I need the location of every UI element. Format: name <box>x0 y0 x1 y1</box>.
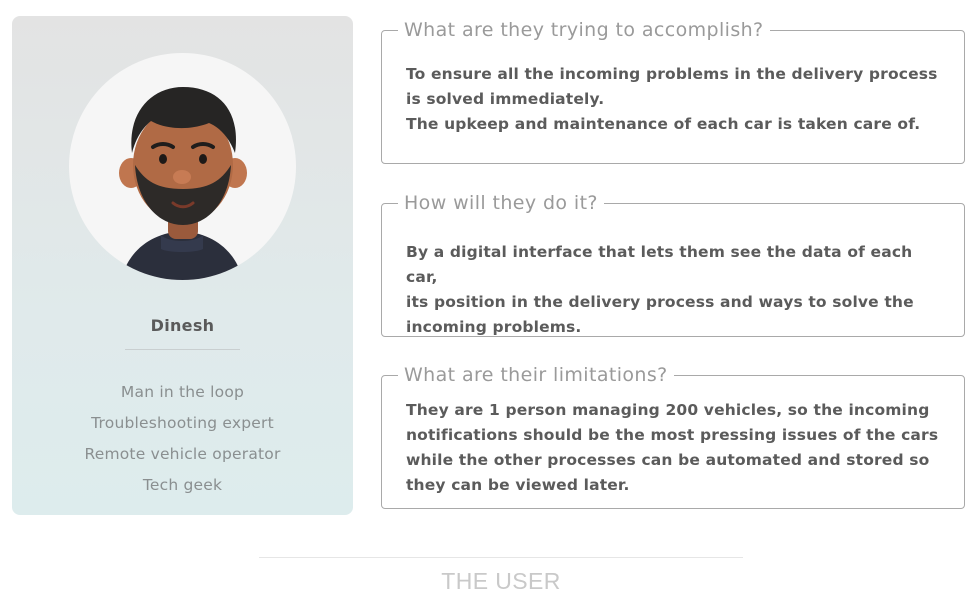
section-text: To ensure all the incoming problems in t… <box>406 62 944 137</box>
footer-title: THE USER <box>441 568 561 594</box>
section-line: incoming problems. <box>406 318 582 336</box>
section-text: By a digital interface that lets them se… <box>406 240 944 340</box>
section-heading: What are their limitations? <box>398 362 674 388</box>
persona-card: Dinesh Man in the loop Troubleshooting e… <box>12 16 353 515</box>
section-line: they can be viewed later. <box>406 476 630 494</box>
man-avatar-icon <box>119 87 247 280</box>
limitations-section: What are their limitations? They are 1 p… <box>381 362 965 509</box>
section-heading: How will they do it? <box>398 190 604 216</box>
role-item: Man in the loop <box>120 383 245 401</box>
section-line: notifications should be the most pressin… <box>406 426 939 444</box>
role-item: Tech geek <box>142 476 223 494</box>
role-item: Remote vehicle operator <box>84 445 281 463</box>
section-text: They are 1 person managing 200 vehicles,… <box>406 398 944 498</box>
section-line: The upkeep and maintenance of each car i… <box>406 115 921 133</box>
footer-divider <box>259 557 743 558</box>
section-line: To ensure all the incoming problems in t… <box>406 65 938 83</box>
approach-section: How will they do it? By a digital interf… <box>381 190 965 340</box>
role-item: Troubleshooting expert <box>91 414 274 432</box>
role-list: Man in the loop Troubleshooting expert R… <box>12 380 353 504</box>
goals-section: What are they trying to accomplish? To e… <box>381 17 965 164</box>
name-divider <box>125 349 240 350</box>
section-line: is solved immediately. <box>406 90 605 108</box>
user-name: Dinesh <box>150 316 215 335</box>
section-line: They are 1 person managing 200 vehicles,… <box>406 401 930 419</box>
section-line: while the other processes can be automat… <box>406 451 930 469</box>
section-line: its position in the delivery process and… <box>406 293 914 311</box>
section-line: By a digital interface that lets them se… <box>406 243 913 286</box>
section-heading: What are they trying to accomplish? <box>398 17 770 43</box>
avatar <box>69 53 296 280</box>
